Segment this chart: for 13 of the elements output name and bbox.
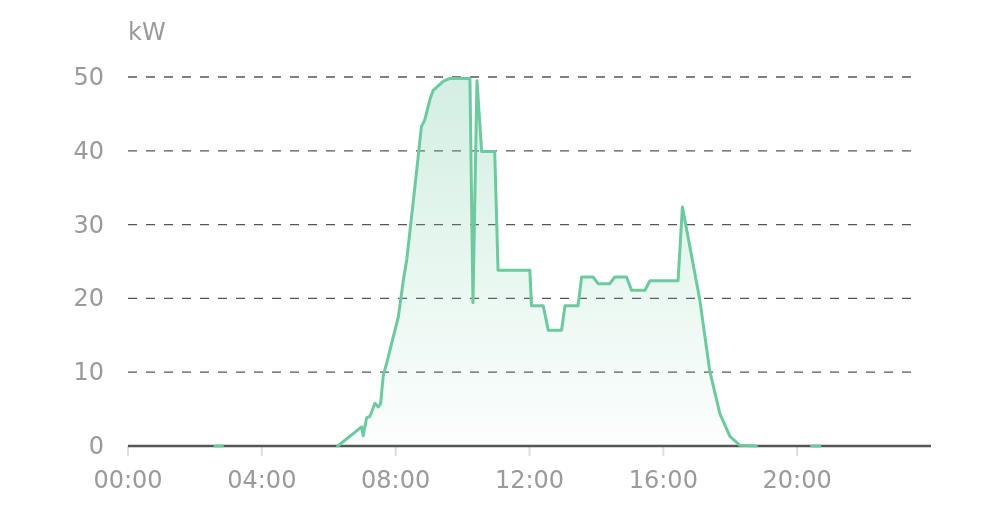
y-tick-label: 20 — [73, 284, 104, 313]
x-tick-label: 12:00 — [494, 466, 565, 494]
x-tick-label: 04:00 — [227, 466, 297, 494]
x-tick-label: 08:00 — [361, 466, 431, 494]
y-tick-label: 10 — [73, 358, 104, 387]
y-axis-title: kW — [128, 18, 166, 46]
x-tick-label: 00:00 — [93, 466, 163, 494]
x-tick-label: 20:00 — [762, 466, 832, 494]
y-tick-label: 0 — [88, 432, 104, 460]
y-tick-label: 40 — [73, 136, 104, 165]
x-tick-label: 16:00 — [628, 466, 698, 494]
y-tick-label: 50 — [73, 63, 104, 91]
y-tick-label: 30 — [73, 210, 104, 239]
